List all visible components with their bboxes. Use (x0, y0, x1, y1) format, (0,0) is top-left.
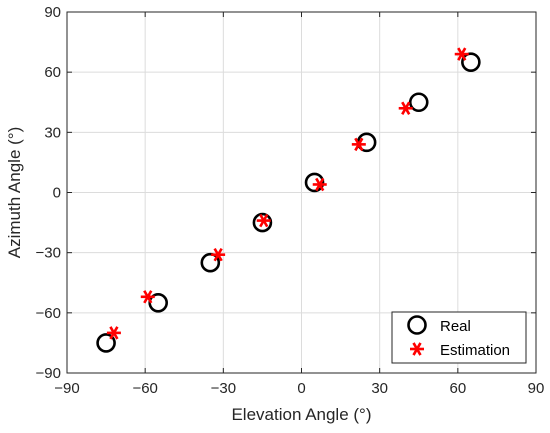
legend-marker-real (407, 315, 427, 335)
x-tick-label: 30 (371, 380, 388, 397)
series-estimation (106, 47, 469, 340)
legend: Real Estimation (391, 311, 527, 364)
x-tick-label: −90 (54, 380, 79, 397)
y-tick-label: −60 (36, 305, 61, 322)
legend-label-estimation: Estimation (440, 342, 510, 359)
data-point-real (461, 52, 481, 72)
legend-symbol-asterisk (410, 342, 424, 356)
data-point-estimation (140, 290, 155, 304)
data-marks (96, 47, 481, 353)
y-tick-label: 90 (44, 4, 61, 21)
data-point-estimation (312, 177, 327, 192)
y-tick-label: 30 (44, 124, 61, 141)
series-real (96, 52, 481, 353)
data-point-estimation (256, 213, 271, 228)
legend-label-real: Real (440, 318, 471, 335)
axis-ticks: −90 −60 −30 0 30 60 90 −90 −60 −30 0 30 60 90 (36, 4, 545, 397)
legend-symbol-circle (407, 315, 427, 335)
data-point-estimation (398, 101, 413, 115)
data-point-real (148, 293, 168, 313)
data-point-estimation (351, 137, 366, 152)
x-tick-label: 90 (528, 380, 545, 397)
y-tick-label: 60 (44, 64, 61, 81)
data-point-real (200, 252, 221, 273)
x-tick-label: 60 (449, 380, 466, 397)
data-point-estimation (106, 326, 121, 340)
legend-marker-estimation (410, 342, 424, 356)
y-tick-label: 0 (53, 185, 61, 202)
x-tick-label: −30 (211, 380, 236, 397)
data-point-estimation (211, 247, 226, 262)
data-point-real (304, 172, 325, 193)
data-point-estimation (454, 47, 469, 61)
data-point-real (96, 333, 116, 353)
x-tick-label: 0 (297, 380, 305, 397)
grid-lines (67, 12, 536, 373)
data-point-real (252, 212, 273, 233)
y-tick-label: −30 (36, 245, 61, 262)
x-axis-title: Elevation Angle (°) (231, 405, 371, 424)
y-tick-label: −90 (36, 365, 61, 382)
y-axis-title: Azimuth Angle (°) (5, 127, 24, 259)
x-tick-label: −60 (132, 380, 157, 397)
data-point-real (408, 92, 429, 113)
